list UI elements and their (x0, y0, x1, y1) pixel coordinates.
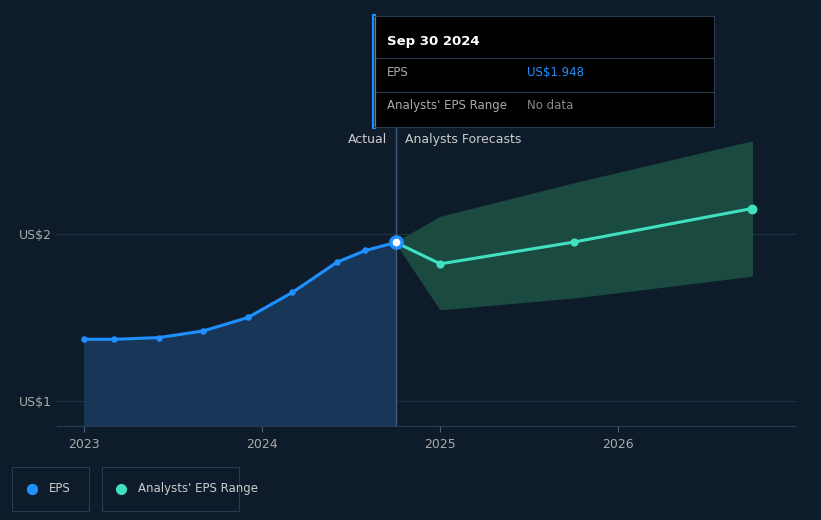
Text: Actual: Actual (347, 133, 387, 146)
FancyBboxPatch shape (12, 467, 89, 511)
Point (78, 335, 91, 343)
Text: Sep 30 2024: Sep 30 2024 (388, 35, 479, 48)
Point (286, 288, 299, 296)
Text: EPS: EPS (48, 483, 71, 495)
Text: Analysts Forecasts: Analysts Forecasts (405, 133, 521, 146)
Point (330, 258, 343, 266)
Point (745, 204, 759, 213)
Point (359, 246, 372, 255)
Point (197, 327, 210, 335)
Point (567, 238, 580, 246)
Bar (57, 125, 396, 426)
Point (433, 259, 447, 268)
Text: EPS: EPS (388, 66, 409, 79)
Point (108, 335, 121, 343)
Text: Analysts' EPS Range: Analysts' EPS Range (388, 99, 507, 112)
Point (153, 333, 166, 342)
FancyBboxPatch shape (102, 467, 239, 511)
Text: No data: No data (527, 99, 573, 112)
Text: Analysts' EPS Range: Analysts' EPS Range (139, 483, 259, 495)
Point (389, 238, 402, 246)
Text: US$1.948: US$1.948 (527, 66, 584, 79)
Point (241, 314, 255, 322)
